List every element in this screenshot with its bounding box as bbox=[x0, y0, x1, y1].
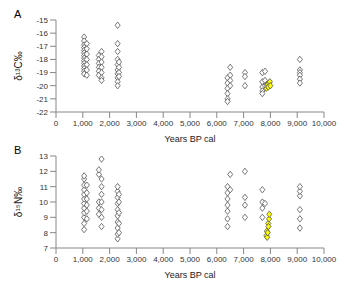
svg-text:-15: -15 bbox=[36, 16, 48, 25]
svg-text:9,000: 9,000 bbox=[287, 119, 308, 128]
svg-text:1,000: 1,000 bbox=[73, 255, 94, 264]
svg-text:12: 12 bbox=[39, 167, 48, 176]
html-text:B: B bbox=[14, 144, 22, 156]
svg-text:Years BP cal: Years BP cal bbox=[164, 270, 215, 280]
svg-text:3,000: 3,000 bbox=[126, 255, 147, 264]
svg-text:5,000: 5,000 bbox=[180, 119, 201, 128]
svg-text:9: 9 bbox=[44, 213, 49, 222]
svg-text:6,000: 6,000 bbox=[207, 255, 228, 264]
svg-text:0: 0 bbox=[54, 119, 59, 128]
svg-text:δ¹⁵N‰: δ¹⁵N‰ bbox=[13, 187, 24, 217]
svg-text:7: 7 bbox=[44, 244, 49, 253]
svg-text:8,000: 8,000 bbox=[260, 119, 281, 128]
svg-text:-18: -18 bbox=[36, 55, 48, 64]
svg-text:8: 8 bbox=[44, 229, 49, 238]
html-text:A: A bbox=[14, 8, 22, 20]
svg-text:-22: -22 bbox=[36, 108, 48, 117]
svg-text:10,000: 10,000 bbox=[312, 255, 337, 264]
svg-text:10: 10 bbox=[39, 198, 48, 207]
svg-text:Years BP cal: Years BP cal bbox=[164, 134, 215, 144]
svg-text:10,000: 10,000 bbox=[312, 119, 337, 128]
svg-text:8,000: 8,000 bbox=[260, 255, 281, 264]
svg-text:13: 13 bbox=[39, 152, 48, 161]
svg-text:-17: -17 bbox=[36, 42, 48, 51]
svg-text:-20: -20 bbox=[36, 82, 48, 91]
svg-text:5,000: 5,000 bbox=[180, 255, 201, 264]
svg-text:2,000: 2,000 bbox=[100, 255, 121, 264]
svg-text:3,000: 3,000 bbox=[126, 119, 147, 128]
svg-text:7,000: 7,000 bbox=[234, 119, 255, 128]
svg-text:6,000: 6,000 bbox=[207, 119, 228, 128]
svg-text:-19: -19 bbox=[36, 68, 48, 77]
svg-text:-16: -16 bbox=[36, 29, 48, 38]
svg-text:δ¹³C‰: δ¹³C‰ bbox=[13, 51, 24, 80]
svg-text:0: 0 bbox=[54, 255, 59, 264]
svg-text:-21: -21 bbox=[36, 95, 48, 104]
svg-text:4,000: 4,000 bbox=[153, 255, 174, 264]
svg-text:9,000: 9,000 bbox=[287, 255, 308, 264]
svg-text:7,000: 7,000 bbox=[234, 255, 255, 264]
svg-text:11: 11 bbox=[40, 183, 49, 192]
svg-text:4,000: 4,000 bbox=[153, 119, 174, 128]
svg-text:2,000: 2,000 bbox=[100, 119, 121, 128]
svg-text:1,000: 1,000 bbox=[73, 119, 94, 128]
